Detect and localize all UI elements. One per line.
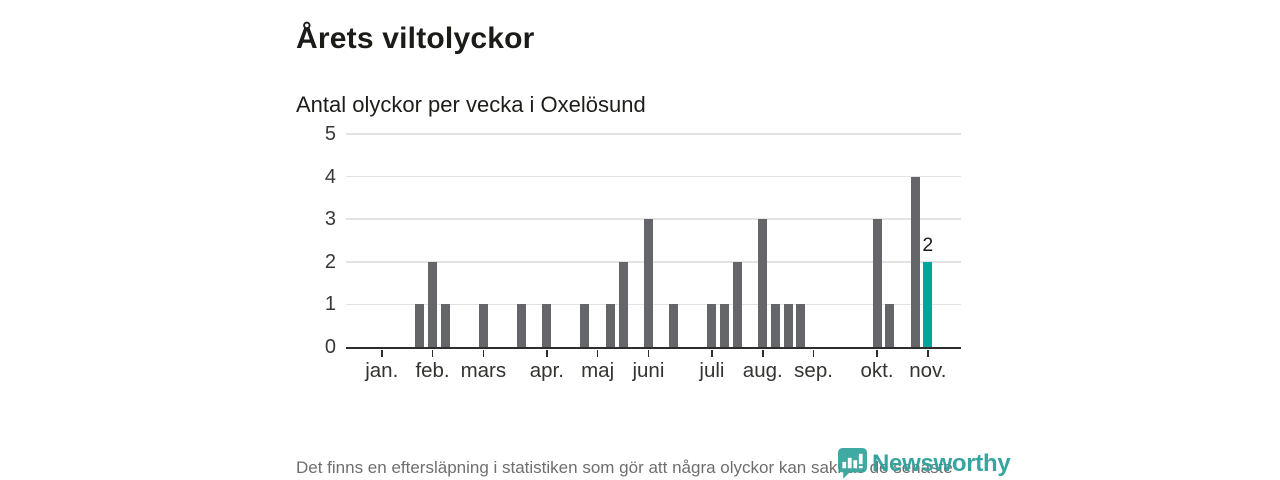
- bar-week-36: [796, 304, 806, 347]
- y-tick-label-1: 1: [324, 293, 336, 316]
- x-tick-apr: [546, 349, 548, 357]
- month-label-jan: jan.: [365, 359, 399, 382]
- bar-week-43: [885, 304, 895, 347]
- gridline-y2: [346, 261, 961, 263]
- bar-week-26: [669, 304, 679, 347]
- bar-week-34: [770, 304, 780, 347]
- bar-week-33: [758, 219, 768, 347]
- month-label-nov: nov.: [909, 359, 947, 382]
- newsworthy-logo: Newsworthy: [838, 448, 1011, 480]
- y-tick-label-2: 2: [324, 250, 336, 273]
- month-label-maj: maj: [581, 359, 615, 382]
- x-tick-sep: [812, 349, 815, 357]
- x-tick-aug: [762, 349, 764, 357]
- y-tick-label-0: 0: [324, 336, 336, 358]
- gridline-y3: [346, 218, 961, 220]
- bar-week-16: [542, 304, 552, 347]
- highlight-bar-week-46: [923, 261, 933, 347]
- chart-title: Årets viltolyckor: [296, 22, 535, 56]
- y-tick-label-5: 5: [324, 123, 336, 145]
- bar-week-31: [732, 261, 742, 347]
- y-tick-label-4: 4: [324, 165, 336, 188]
- x-tick-feb: [431, 349, 434, 357]
- newsworthy-logo-text: Newsworthy: [872, 450, 1011, 477]
- bar-week-6: [415, 304, 425, 347]
- bar-week-29: [707, 304, 717, 347]
- month-label-sep: sep.: [794, 359, 833, 382]
- bar-chart-plot-area: jan. feb. mars apr. maj juni juli aug. sep. okt. n…: [346, 133, 961, 382]
- bar-week-45: [910, 176, 920, 347]
- bar-week-21: [605, 304, 615, 347]
- month-label-aug: aug.: [742, 359, 783, 382]
- highlight-value-label: 2: [922, 233, 934, 256]
- x-tick-jan: [381, 349, 383, 357]
- newsworthy-logo-mark-icon: [838, 448, 867, 480]
- x-tick-juni: [647, 349, 650, 357]
- chart-subtitle: Antal olyckor per vecka i Oxelösund: [296, 92, 646, 118]
- month-label-mars: mars: [460, 359, 507, 382]
- month-label-juli: juli: [699, 359, 725, 382]
- bar-week-24: [643, 219, 653, 347]
- month-label-juni: juni: [632, 359, 665, 382]
- bar-week-7: [428, 261, 438, 347]
- month-label-feb: feb.: [415, 359, 450, 382]
- month-label-apr: apr.: [529, 359, 564, 382]
- bar-week-22: [618, 261, 628, 347]
- gridline-y5: [346, 133, 961, 135]
- month-label-okt: okt.: [860, 359, 894, 382]
- bar-week-30: [720, 304, 730, 347]
- x-tick-nov: [927, 349, 929, 357]
- x-tick-maj: [596, 349, 599, 357]
- gridline-y1: [346, 303, 961, 306]
- bar-week-14: [516, 304, 526, 347]
- x-tick-mars: [482, 349, 485, 357]
- y-tick-label-3: 3: [324, 208, 336, 231]
- bar-week-19: [580, 304, 590, 347]
- x-tick-juli: [711, 349, 713, 357]
- x-tick-okt: [876, 349, 878, 357]
- footnote: Det finns en eftersläpning i statistiken…: [296, 458, 953, 477]
- bar-week-11: [478, 304, 488, 347]
- bar-week-35: [783, 304, 793, 347]
- bar-week-8: [440, 304, 450, 347]
- bar-week-42: [872, 219, 882, 347]
- gridline-y4: [346, 175, 961, 178]
